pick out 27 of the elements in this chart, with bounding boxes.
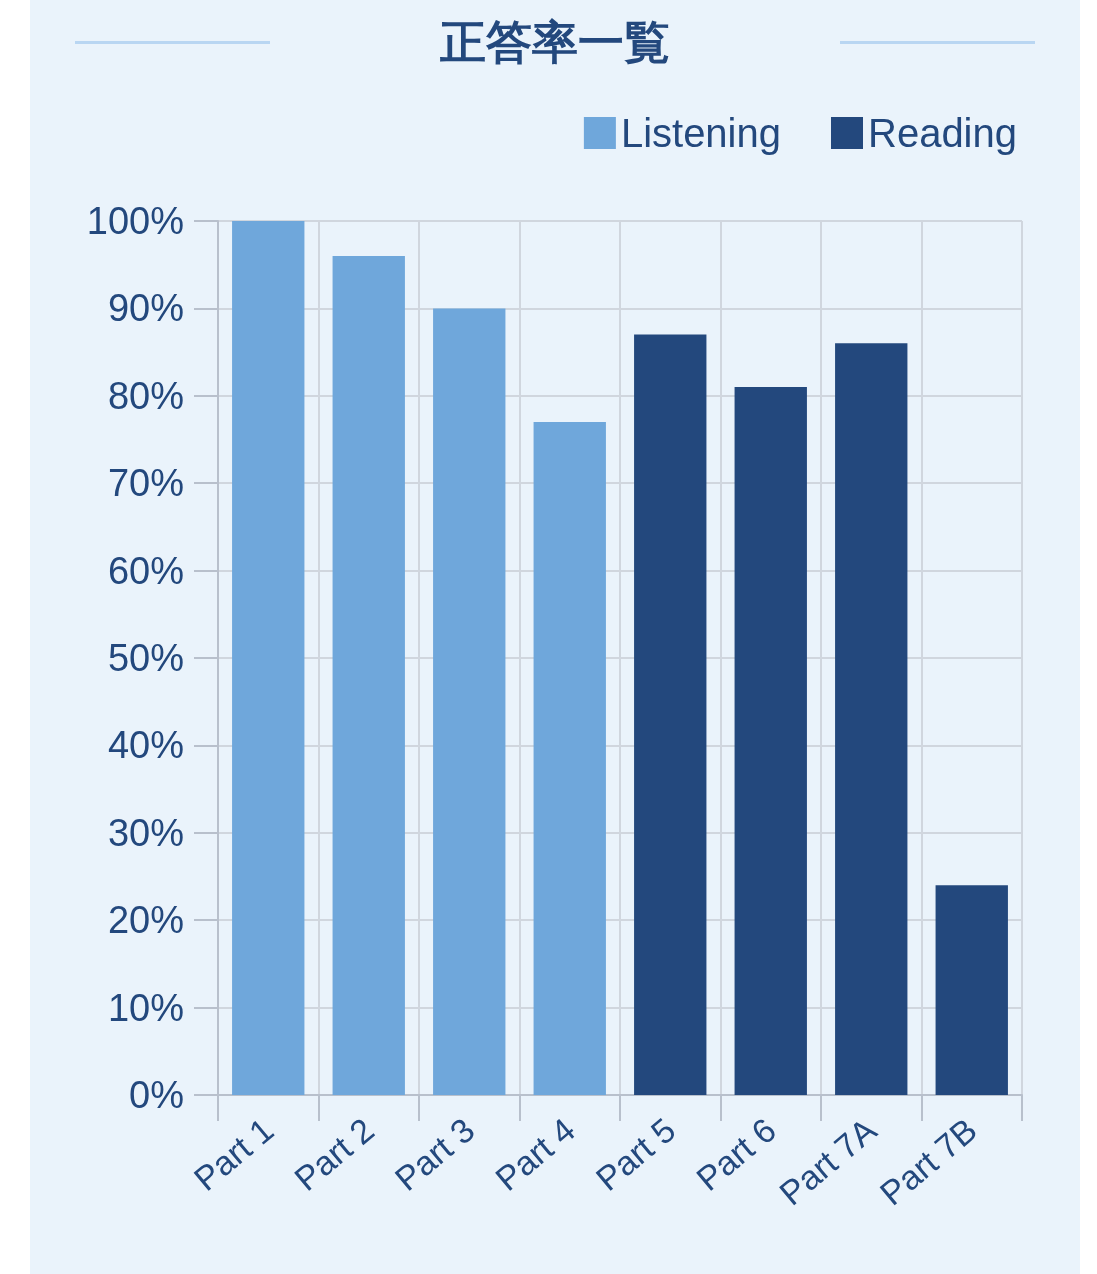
chart-title: 正答率一覧: [440, 16, 670, 68]
y-tick-label: 90%: [107, 287, 184, 330]
y-tick-label: 40%: [107, 724, 184, 767]
y-tick-label: 50%: [107, 637, 184, 679]
legend-label: Listening: [620, 111, 781, 155]
bar: [232, 221, 305, 1095]
y-tick-label: 30%: [107, 811, 184, 854]
bar: [634, 334, 707, 1095]
x-tick-label: Part 5: [588, 1110, 683, 1198]
y-tick-label: 100%: [86, 200, 184, 242]
y-tick-label: 70%: [107, 462, 184, 505]
y-tick-label: 80%: [107, 374, 184, 417]
y-tick-label: 60%: [107, 549, 184, 592]
bar: [734, 387, 807, 1095]
bar: [835, 343, 908, 1095]
y-tick-label: 20%: [107, 899, 184, 942]
bar: [433, 308, 506, 1095]
legend-label: Reading: [868, 111, 1018, 155]
y-tick-label: 0%: [129, 1074, 184, 1116]
x-tick-label: Part 2: [287, 1110, 381, 1198]
bar: [935, 885, 1008, 1095]
y-tick-label: 10%: [107, 986, 184, 1029]
bar: [533, 422, 606, 1095]
x-tick-label: Part 4: [488, 1110, 582, 1198]
bar: [332, 255, 405, 1095]
x-tick-label: Part 3: [387, 1110, 482, 1198]
x-tick-label: Part 1: [186, 1110, 281, 1198]
